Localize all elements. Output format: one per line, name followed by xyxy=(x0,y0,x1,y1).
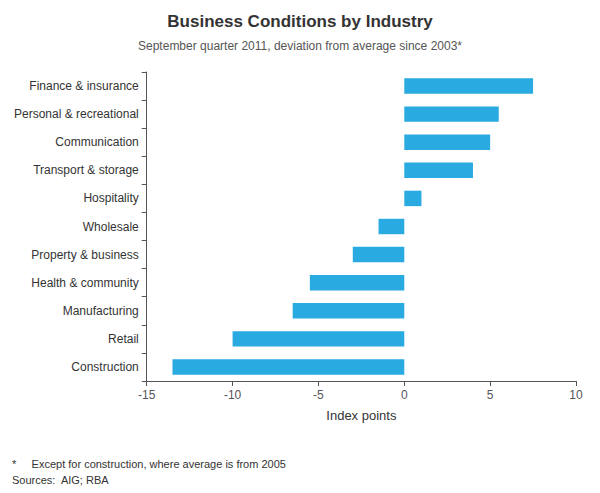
svg-text:Construction: Construction xyxy=(71,360,138,374)
svg-text:Retail: Retail xyxy=(108,332,139,346)
svg-text:Wholesale: Wholesale xyxy=(83,220,139,234)
svg-text:Health & community: Health & community xyxy=(31,276,138,290)
svg-text:0: 0 xyxy=(401,388,408,402)
svg-text:Finance & insurance: Finance & insurance xyxy=(29,79,139,93)
svg-text:-5: -5 xyxy=(313,388,324,402)
svg-text:Sources: AIG; RBA: Sources: AIG; RBA xyxy=(12,474,109,486)
svg-text:Property & business: Property & business xyxy=(31,248,138,262)
svg-text:-15: -15 xyxy=(138,388,156,402)
svg-text:Manufacturing: Manufacturing xyxy=(63,304,139,318)
svg-text:Transport & storage: Transport & storage xyxy=(33,163,139,177)
svg-text:-10: -10 xyxy=(224,388,242,402)
svg-text:* Except for construction,: * Except for construction, where average… xyxy=(12,458,286,470)
svg-text:Personal & recreational: Personal & recreational xyxy=(14,107,139,121)
svg-text:Communication: Communication xyxy=(55,135,138,149)
svg-text:5: 5 xyxy=(487,388,494,402)
svg-text:10: 10 xyxy=(569,388,583,402)
svg-text:Hospitality: Hospitality xyxy=(83,191,138,205)
svg-text:Business Conditions by Industr: Business Conditions by Industry xyxy=(167,12,433,31)
svg-text:September quarter 2011, deviat: September quarter 2011, deviation from a… xyxy=(138,39,462,53)
svg-text:Index points: Index points xyxy=(326,408,397,423)
